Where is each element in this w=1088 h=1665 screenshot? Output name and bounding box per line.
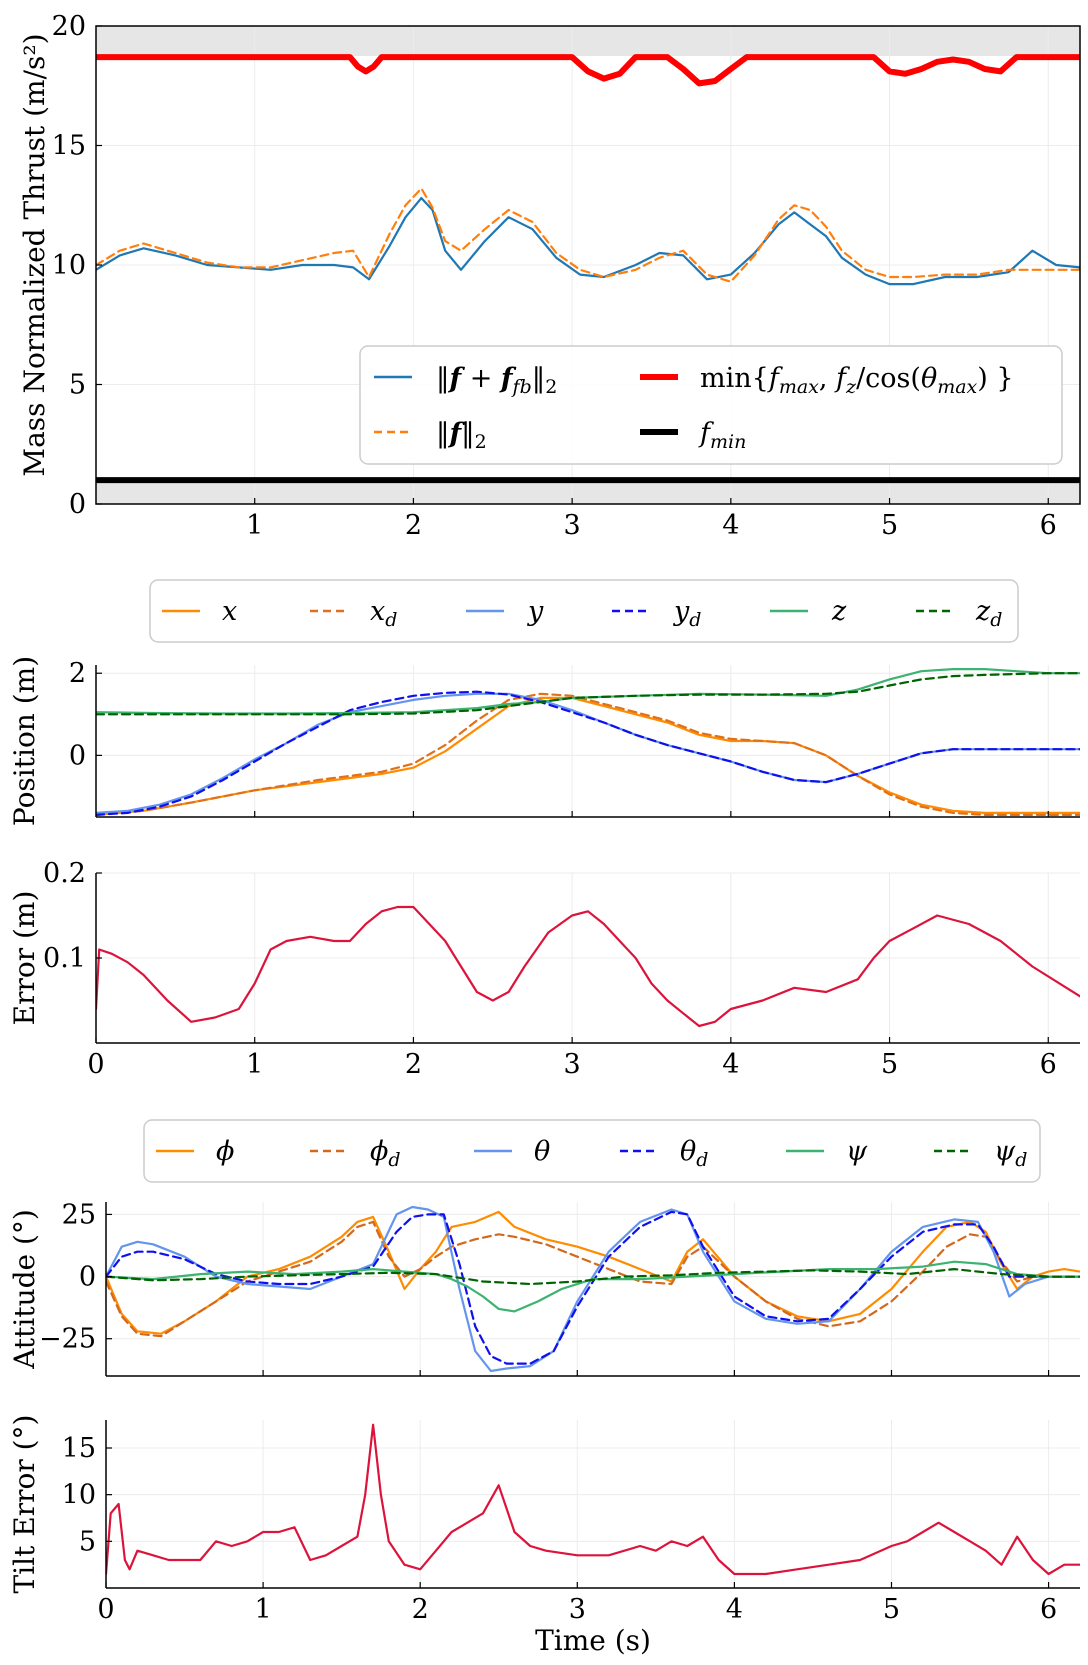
attitude-ytick-label: 0 [79,1262,96,1293]
attitude-series-3 [106,1210,1080,1365]
position-panel: 02 Position (m) [8,656,1080,826]
thrust-fmin-band [96,480,1080,504]
attitude-legend: ϕ ϕd θ θd ψ ψd [143,1119,1041,1183]
position-error-xtick-label: 0 [87,1049,104,1080]
position-error-xtick-label: 3 [564,1049,581,1080]
tilt-error-ytick-label: 15 [62,1433,96,1464]
tilt-error-xlabel: Time (s) [535,1624,651,1657]
thrust-series-2 [96,54,1080,87]
thrust-plot-frame [95,25,1081,505]
tilt-error-xtick-label: 1 [255,1594,272,1625]
tilt-error-grid [105,1420,1080,1588]
position-ytick-label: 0 [69,740,86,771]
tilt-error-ylabel: Tilt Error (°) [8,1415,41,1594]
thrust-ytick-label: 5 [69,370,86,401]
tilt-error-series-0 [106,1423,1080,1576]
attitude-series [106,1205,1080,1373]
position-error-xtick-label: 1 [246,1049,263,1080]
attitude-ticks: −25 0 25 [39,1199,1050,1376]
position-series-4 [96,667,1080,715]
tilt-error-ytick-label: 10 [62,1480,96,1511]
position-grid [96,665,1080,817]
thrust-panel: 1 2 3 4 5 6 0 5 10 15 20 Mass Normalized Thrust (m… [18,11,1081,541]
thrust-xtick-label: 3 [564,510,581,541]
thrust-ylabel: Mass Normalized Thrust (m/s²) [18,33,51,476]
legend-label-psi: ψ [846,1136,868,1167]
position-ticks: 02 [69,658,1049,817]
position-series-3 [96,690,1080,817]
attitude-legend-box [143,1119,1041,1183]
position-error-series [96,905,1080,1028]
tilt-error-xtick-label: 3 [569,1594,586,1625]
tilt-error-xtick-label: 5 [883,1594,900,1625]
thrust-xtick-label: 6 [1040,510,1057,541]
legend-label-theta: θ [534,1136,550,1167]
legend-label-phid: ϕd [370,1136,401,1171]
tilt-error-ytick-label: 5 [79,1526,96,1557]
position-error-grid [95,872,1080,1043]
attitude-panel: −25 0 25 Attitude (°) [8,1199,1080,1377]
thrust-xtick-label: 4 [722,510,739,541]
thrust-ytick-label: 15 [52,131,86,162]
thrust-ticks: 1 2 3 4 5 6 0 5 10 15 20 [52,11,1057,541]
position-legend-box [149,579,1019,643]
position-series-2 [96,692,1080,815]
thrust-xtick-label: 5 [881,510,898,541]
position-series-5 [96,672,1080,716]
thrust-series [96,54,1080,484]
legend-label-f-plus-ffb: ‖f + ffb‖2 [436,363,557,398]
position-error-ylabel: Error (m) [8,891,41,1026]
tilt-error-xtick-label: 4 [726,1594,743,1625]
attitude-series-1 [106,1220,1080,1338]
attitude-ytick-label: 25 [62,1199,96,1230]
position-series-0 [96,696,1080,817]
position-error-ytick-label: 0.1 [43,943,86,974]
tilt-error-panel: 0 1 2 3 4 5 6 5 10 15 Tilt Error (°) Time (s) [8,1415,1080,1657]
position-error-panel: 0 1 2 3 4 5 6 0.1 0.2 Error (m) [8,858,1080,1080]
tilt-error-xtick-label: 2 [412,1594,429,1625]
position-error-xtick-label: 2 [405,1049,422,1080]
tilt-error-series [106,1423,1080,1576]
thrust-saturation-band [96,26,1080,56]
position-error-ticks: 0 1 2 3 4 5 6 0.1 0.2 [43,858,1057,1080]
thrust-ytick-label: 0 [69,489,86,520]
attitude-series-2 [106,1205,1080,1373]
legend-label-phi: ϕ [216,1136,234,1167]
position-ytick-label: 2 [69,658,86,689]
thrust-ytick-label: 20 [52,11,86,42]
position-error-series-0 [96,905,1080,1028]
legend-label-x: x [222,596,237,627]
tilt-error-xtick-label: 0 [97,1594,114,1625]
attitude-ylabel: Attitude (°) [8,1209,41,1370]
position-error-ytick-label: 0.2 [43,858,86,889]
thrust-xtick-label: 1 [246,510,263,541]
position-series-1 [96,692,1080,817]
attitude-series-5 [106,1267,1080,1286]
thrust-legend: ‖f + ffb‖2 ‖f‖2 min{fmax, fz/cos(θmax) }… [359,345,1063,465]
position-error-xtick-label: 5 [881,1049,898,1080]
thrust-series-1 [96,187,1080,283]
legend-label-z: z [831,596,847,627]
position-error-xtick-label: 6 [1040,1049,1057,1080]
tilt-error-ticks: 0 1 2 3 4 5 6 5 10 15 [62,1433,1058,1625]
position-error-xtick-label: 4 [722,1049,739,1080]
thrust-legend-box [359,345,1063,465]
thrust-series-0 [96,197,1080,286]
position-legend: x xd y yd z zd [149,579,1019,643]
position-ylabel: Position (m) [8,656,41,826]
legend-label-y: y [527,596,544,627]
thrust-ytick-label: 10 [52,250,86,281]
tilt-error-xtick-label: 6 [1040,1594,1057,1625]
thrust-xtick-label: 2 [405,510,422,541]
attitude-series-4 [106,1260,1080,1313]
attitude-ytick-label: −25 [39,1324,96,1355]
position-series [96,667,1080,817]
